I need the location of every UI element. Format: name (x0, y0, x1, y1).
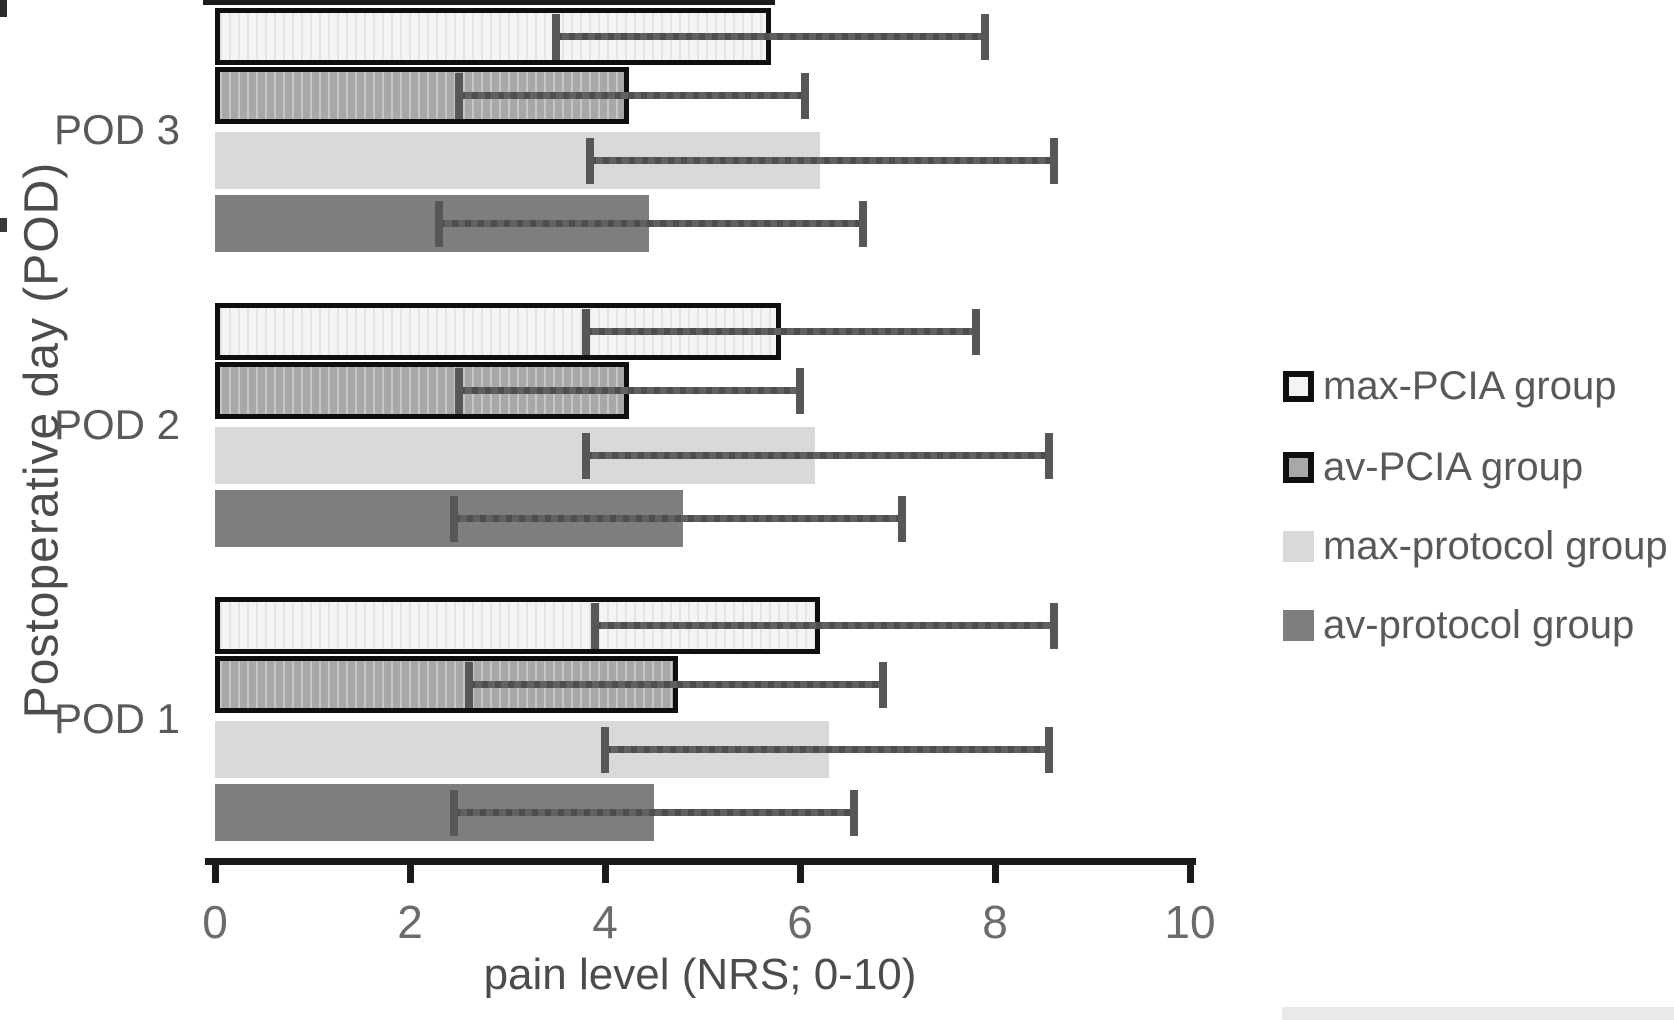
error-cap-low-max-protocol-pod-3 (586, 137, 595, 184)
x-axis-line (205, 858, 1196, 865)
legend-item-max-protocol: max-protocol group (1283, 523, 1668, 568)
error-bar-max-pcia-pod-3 (556, 33, 986, 40)
legend-swatch-av-protocol-icon (1283, 609, 1314, 641)
legend-label-av-protocol: av-protocol group (1323, 602, 1635, 647)
error-cap-low-av-protocol-pod-3 (435, 200, 444, 247)
error-cap-low-av-pcia-pod-2 (454, 367, 463, 414)
error-bar-av-pcia-pod-2 (458, 387, 800, 394)
legend-item-av-protocol: av-protocol group (1283, 602, 1635, 647)
legend-swatch-max-protocol-icon (1283, 530, 1314, 562)
error-cap-low-av-pcia-pod-1 (464, 661, 473, 708)
error-bar-av-protocol-pod-1 (453, 809, 854, 816)
edge-artifact (0, 218, 7, 232)
error-bar-av-pcia-pod-3 (458, 92, 805, 99)
error-cap-high-max-pcia-pod-3 (981, 13, 990, 60)
error-cap-low-av-protocol-pod-1 (449, 789, 458, 836)
error-bar-av-pcia-pod-1 (468, 681, 883, 688)
legend-label-max-protocol: max-protocol group (1323, 523, 1668, 568)
x-axis-tick-label-4: 4 (592, 896, 618, 948)
x-axis-tick-2 (406, 858, 414, 883)
error-cap-high-av-protocol-pod-2 (898, 495, 907, 542)
corner-artifact (0, 0, 7, 17)
error-cap-high-av-pcia-pod-2 (796, 367, 804, 414)
bottom-edge-artifact (1282, 1007, 1674, 1020)
x-axis-title: pain level (NRS; 0-10) (483, 950, 917, 999)
x-axis-tick-0 (211, 858, 219, 883)
error-cap-low-max-protocol-pod-2 (581, 432, 590, 479)
x-axis-tick-label-6: 6 (787, 896, 813, 948)
legend-swatch-max-pcia-icon (1283, 370, 1314, 402)
error-cap-low-max-pcia-pod-2 (581, 308, 590, 355)
cropped-border-artifact (203, 0, 775, 5)
error-cap-high-av-protocol-pod-3 (859, 200, 868, 247)
legend-item-max-pcia: max-PCIA group (1283, 363, 1617, 408)
legend: max-PCIA group av-PCIA group max-protoco… (1283, 0, 1674, 1020)
error-cap-high-av-pcia-pod-1 (878, 661, 887, 708)
error-cap-high-max-pcia-pod-1 (1049, 602, 1058, 649)
error-bar-av-protocol-pod-2 (453, 515, 903, 522)
error-bar-av-protocol-pod-3 (439, 220, 864, 227)
error-bar-max-protocol-pod-3 (590, 157, 1054, 164)
category-label-pod-2: POD 2 (53, 401, 180, 448)
x-axis-tick-label-10: 10 (1164, 896, 1216, 948)
error-cap-low-max-protocol-pod-1 (601, 726, 609, 773)
legend-item-av-pcia: av-PCIA group (1283, 444, 1584, 489)
error-cap-high-max-protocol-pod-1 (1044, 726, 1053, 773)
error-cap-low-max-pcia-pod-3 (552, 13, 561, 60)
error-cap-high-max-pcia-pod-2 (971, 308, 980, 355)
error-cap-high-max-protocol-pod-2 (1044, 432, 1053, 479)
error-cap-low-av-pcia-pod-3 (454, 72, 463, 119)
error-cap-low-max-pcia-pod-1 (591, 602, 600, 649)
error-cap-low-av-protocol-pod-2 (449, 495, 458, 542)
x-axis-tick-10 (1186, 858, 1194, 883)
error-bar-max-pcia-pod-2 (585, 328, 976, 335)
category-label-pod-1: POD 1 (53, 695, 180, 742)
error-cap-high-max-protocol-pod-3 (1049, 137, 1058, 184)
legend-swatch-av-pcia-icon (1283, 451, 1314, 483)
error-bar-max-protocol-pod-2 (585, 452, 1049, 459)
x-axis-tick-label-0: 0 (202, 896, 228, 948)
x-axis-tick-8 (991, 858, 999, 883)
x-axis-tick-label-2: 2 (397, 896, 423, 948)
x-axis-tick-label-8: 8 (982, 896, 1008, 948)
x-axis-tick-4 (601, 858, 609, 883)
legend-label-av-pcia: av-PCIA group (1323, 444, 1584, 489)
error-cap-high-av-pcia-pod-3 (800, 72, 809, 119)
error-bar-max-pcia-pod-1 (595, 622, 1054, 629)
error-bar-max-protocol-pod-1 (605, 746, 1049, 753)
category-label-pod-3: POD 3 (53, 106, 180, 153)
legend-label-max-pcia: max-PCIA group (1323, 363, 1617, 408)
x-axis-tick-6 (796, 858, 804, 883)
error-cap-high-av-protocol-pod-1 (849, 789, 858, 836)
